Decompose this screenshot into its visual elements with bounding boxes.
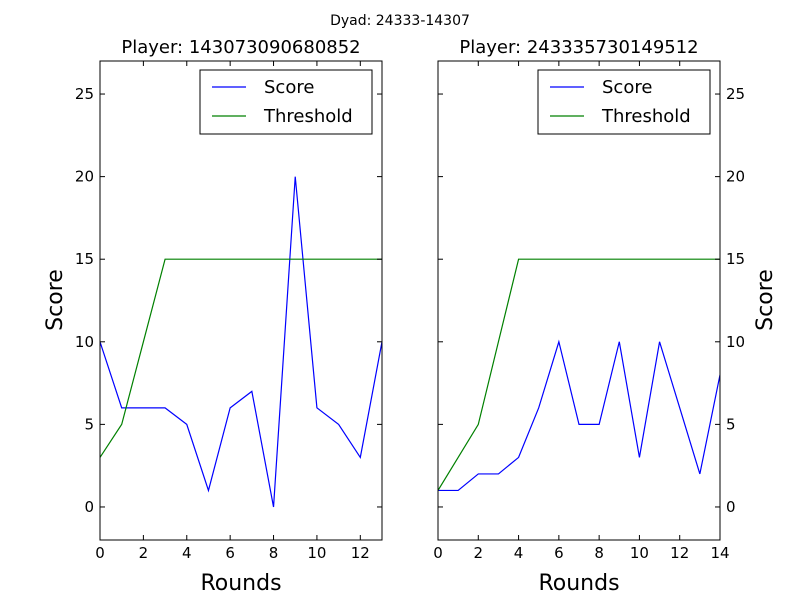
x-tick-label: 12 bbox=[351, 544, 370, 562]
x-tick-label: 10 bbox=[307, 544, 326, 562]
chart-panel-right: Player: 243335730149512 Rounds Score 0 2 4… bbox=[433, 37, 778, 596]
plot-frame-right bbox=[437, 60, 721, 541]
x-tick-label: 8 bbox=[269, 544, 279, 562]
legend-label-score: Score bbox=[602, 77, 652, 98]
legend-box bbox=[537, 69, 711, 135]
legend-label-score: Score bbox=[264, 77, 314, 98]
y-tick-label: 25 bbox=[726, 85, 745, 103]
x-tick-label: 2 bbox=[474, 544, 484, 562]
x-tick-label: 14 bbox=[710, 544, 729, 562]
y-tick-label: 10 bbox=[75, 333, 94, 351]
y-tick-label: 20 bbox=[75, 168, 94, 186]
x-tick-label: 8 bbox=[594, 544, 604, 562]
y-tick-label: 0 bbox=[84, 498, 94, 516]
y-tick-label: 5 bbox=[726, 415, 736, 433]
x-tick-label: 6 bbox=[554, 544, 564, 562]
chart-panel-left: Player: 143073090680852 Rounds Score 0 2 4… bbox=[43, 37, 383, 596]
y-tick-label: 15 bbox=[726, 250, 745, 268]
x-tick-label: 12 bbox=[670, 544, 689, 562]
series-line-threshold-left bbox=[100, 258, 382, 458]
legend-label-threshold: Threshold bbox=[601, 106, 691, 127]
legend-left: Score Threshold bbox=[199, 69, 373, 135]
legend-right: Score Threshold bbox=[537, 69, 711, 135]
x-tick-label: 2 bbox=[139, 544, 149, 562]
chart-title-right: Player: 243335730149512 bbox=[459, 37, 698, 58]
y-tick-label: 10 bbox=[726, 333, 745, 351]
y-tick-label: 20 bbox=[726, 168, 745, 186]
series-line-score-right bbox=[438, 339, 720, 492]
x-tick-label: 6 bbox=[225, 544, 235, 562]
x-tick-label: 10 bbox=[630, 544, 649, 562]
y-axis-label-right: Score bbox=[753, 269, 778, 331]
x-tick-label: 4 bbox=[182, 544, 192, 562]
legend-box bbox=[199, 69, 373, 135]
x-axis-label-right: Rounds bbox=[538, 571, 619, 596]
legend-label-threshold: Threshold bbox=[263, 106, 353, 127]
x-tick-label: 0 bbox=[433, 544, 443, 562]
chart-title-left: Player: 143073090680852 bbox=[121, 37, 360, 58]
figure-suptitle: Dyad: 24333-14307 bbox=[330, 13, 470, 29]
x-axis-label-left: Rounds bbox=[200, 571, 281, 596]
x-tick-label: 4 bbox=[514, 544, 524, 562]
series-line-threshold-right bbox=[438, 258, 720, 491]
y-axis-label-left: Score bbox=[43, 269, 68, 331]
plot-frame-left bbox=[99, 60, 383, 541]
y-tick-label: 0 bbox=[726, 498, 736, 516]
x-tick-label: 0 bbox=[95, 544, 105, 562]
y-tick-label: 25 bbox=[75, 85, 94, 103]
y-tick-label: 15 bbox=[75, 250, 94, 268]
y-tick-label: 5 bbox=[84, 415, 94, 433]
series-line-score-left bbox=[100, 176, 382, 508]
